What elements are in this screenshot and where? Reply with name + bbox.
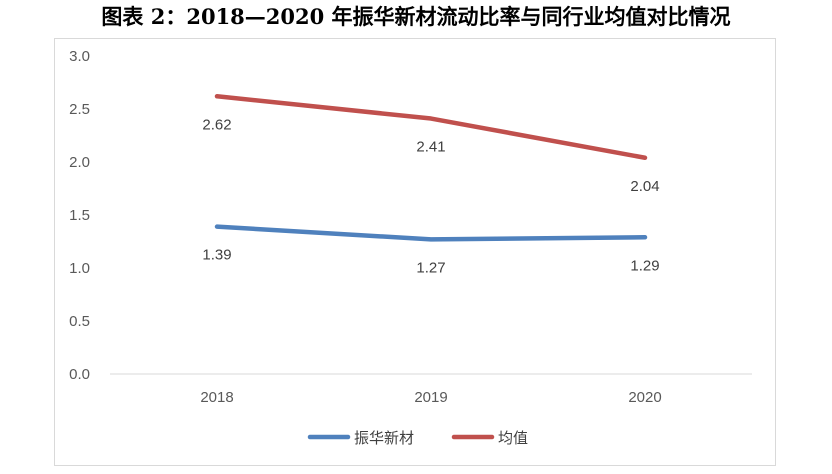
x-tick-label: 2020: [628, 389, 661, 406]
legend-label: 均值: [498, 429, 528, 447]
x-tick-label: 2019: [414, 389, 447, 406]
series-line: [214, 94, 648, 161]
y-tick-label: 0.0: [69, 366, 90, 383]
data-label: 2.04: [630, 178, 659, 195]
y-tick-label: 3.0: [69, 48, 90, 65]
legend-label: 振华新材: [354, 429, 414, 447]
y-tick-label: 2.0: [69, 154, 90, 171]
y-axis: 0.0 0.5 1.0 1.5 2.0 2.5 3.0: [69, 48, 90, 383]
y-tick-label: 1.0: [69, 260, 90, 277]
x-axis: 2018 2019 2020: [110, 373, 752, 406]
data-labels: 1.39 1.27 1.29 2.62 2.41 2.04: [202, 116, 659, 276]
x-tick-label: 2018: [200, 389, 233, 406]
legend: 振华新材 均值: [307, 429, 528, 447]
series-lines: [214, 94, 648, 242]
data-label: 1.29: [630, 257, 659, 274]
y-tick-label: 0.5: [69, 313, 90, 330]
y-tick-label: 1.5: [69, 207, 90, 224]
chart-frame: [54, 38, 776, 466]
data-label: 2.41: [416, 139, 445, 156]
data-label: 1.27: [416, 259, 445, 276]
y-tick-label: 2.5: [69, 101, 90, 118]
data-label: 2.62: [202, 116, 231, 133]
data-label: 1.39: [202, 247, 231, 264]
series-line: [214, 224, 648, 242]
chart-title: 图表 2：2018—2020 年振华新材流动比率与同行业均值对比情况: [101, 4, 731, 29]
